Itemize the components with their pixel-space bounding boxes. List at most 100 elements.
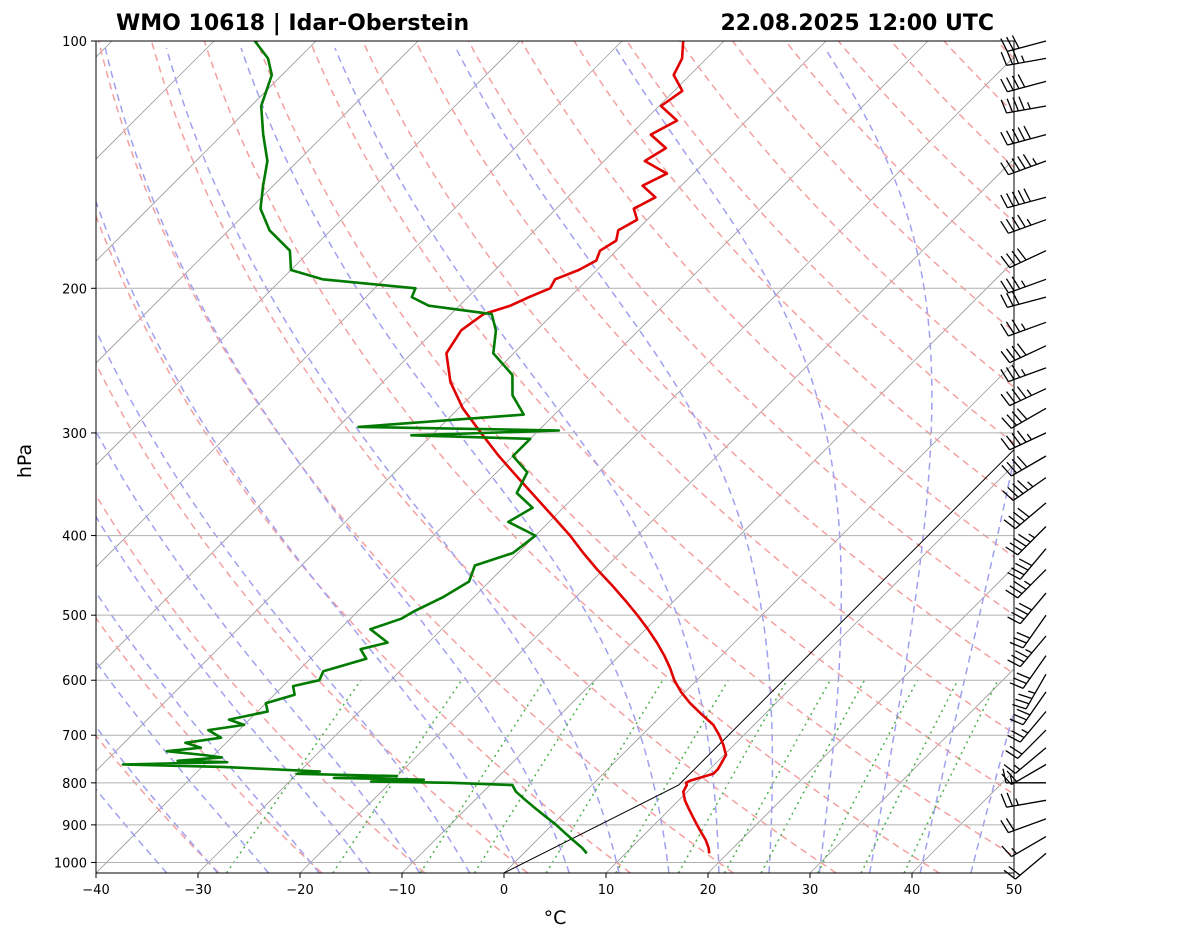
moist-adiabat-line [96, 199, 521, 873]
y-tick-label: 800 [62, 777, 87, 792]
wind-barb [1000, 154, 1047, 176]
wind-barb [1000, 188, 1047, 209]
dry-adiabat-line [309, 41, 1014, 796]
y-tick-label: 100 [62, 35, 87, 50]
sounding-profiles [121, 41, 1014, 873]
dewpoint-line [121, 41, 588, 855]
wind-barb [1000, 74, 1047, 93]
dry-adiabat-line [96, 616, 323, 873]
dry-adiabat-line [414, 41, 1014, 675]
moist-adiabat-line [96, 515, 371, 873]
wind-barb [1000, 96, 1047, 114]
isotherm-line [96, 41, 623, 568]
wind-barb [1002, 768, 1046, 784]
dry-adiabat-line [573, 41, 1014, 501]
wind-barb [1001, 836, 1047, 858]
isotherm-line [809, 668, 1014, 873]
isotherm-line [96, 41, 827, 772]
dry-adiabat-line [96, 493, 426, 873]
x-tick-label: −40 [82, 883, 109, 898]
wind-barb [1001, 407, 1047, 429]
isotherm-line [503, 362, 1014, 873]
parcel-line [503, 448, 1014, 873]
chart-title-left: WMO 10618 | Idar-Oberstein [116, 11, 469, 36]
wind-barb [1003, 852, 1047, 880]
y-tick-label: 300 [62, 427, 87, 442]
wind-barb [1000, 364, 1047, 383]
mixing-ratio-line [615, 679, 729, 873]
dry-adiabat-line [1050, 41, 1181, 873]
y-tick-label: 1000 [54, 856, 87, 871]
moist-adiabat-line [96, 660, 270, 873]
moist-adiabat-line [334, 47, 720, 873]
mixing-ratio-line [723, 679, 831, 873]
wind-barb [1002, 477, 1047, 502]
x-tick-label: −20 [286, 883, 313, 898]
wind-barb [1000, 214, 1047, 234]
wind-barb [1009, 655, 1047, 689]
moist-adiabat-line [165, 47, 620, 873]
mixing-ratio-line [760, 679, 866, 873]
moist-adiabat-line [96, 328, 471, 873]
pressure-grid [96, 40, 1014, 863]
y-tick-label: 600 [62, 674, 87, 689]
background-lines [96, 41, 1181, 873]
wind-barb [1003, 502, 1047, 530]
dry-adiabat-line [943, 41, 1014, 114]
temperature-line [445, 41, 728, 854]
x-axis-ticks: −40 −30 −20 −10 0 10 20 30 40 50 [82, 873, 1022, 898]
isotherm-line [96, 41, 521, 466]
x-tick-label: 10 [598, 883, 615, 898]
mixing-ratio-line [860, 679, 959, 873]
dry-adiabat-line [626, 41, 1014, 445]
x-tick-label: 20 [700, 883, 717, 898]
moist-adiabat-line [240, 47, 670, 873]
dry-adiabat-line [837, 41, 1014, 223]
wind-barb [1000, 343, 1047, 364]
mixing-ratio-line [473, 679, 596, 873]
dry-adiabat-line [203, 41, 940, 873]
moist-adiabat-line [615, 47, 843, 873]
mixing-ratio-line [817, 679, 919, 873]
x-tick-label: 50 [1006, 883, 1023, 898]
wind-barb [1000, 276, 1047, 294]
wind-barb [1007, 711, 1047, 743]
y-tick-label: 200 [62, 282, 87, 297]
moist-adiabat-line [96, 591, 320, 873]
x-tick-label: −10 [388, 883, 415, 898]
isotherm-line [197, 56, 1014, 873]
isotherm-line [707, 566, 1014, 873]
dry-adiabat-line [732, 41, 1014, 333]
x-tick-label: 40 [904, 883, 921, 898]
wind-barb [1003, 747, 1047, 774]
isotherm-line [1013, 872, 1014, 873]
wind-barb [1000, 792, 1047, 808]
isotherm-line [96, 41, 725, 670]
wind-barb [1005, 526, 1047, 556]
isotherm-line [605, 464, 1014, 873]
wind-barb [1001, 763, 1047, 786]
isotherm-line [96, 41, 929, 873]
dry-adiabat-line [784, 41, 1014, 278]
wind-barb [1000, 386, 1047, 407]
isotherm-line [401, 260, 1014, 873]
wind-barb [1007, 635, 1047, 668]
y-axis-ticks: 1000 900 800 700 600 500 400 300 200 100 [54, 35, 96, 871]
wind-barb [1000, 49, 1047, 67]
y-tick-label: 400 [62, 530, 87, 545]
x-tick-label: 0 [500, 883, 508, 898]
wind-barb [1007, 592, 1047, 625]
wind-barb [1000, 430, 1047, 451]
moist-adiabat-line [96, 788, 168, 873]
wind-barb [1007, 548, 1047, 580]
chart-title-right: 22.08.2025 12:00 UTC [720, 11, 994, 36]
wind-barb [1000, 248, 1047, 269]
isotherm-line [96, 41, 419, 364]
y-tick-label: 900 [62, 819, 87, 834]
dry-adiabat-line [96, 362, 529, 873]
wind-barbs [1000, 35, 1047, 880]
dry-adiabat-line [679, 41, 1014, 389]
dry-adiabat-line [97, 41, 734, 873]
